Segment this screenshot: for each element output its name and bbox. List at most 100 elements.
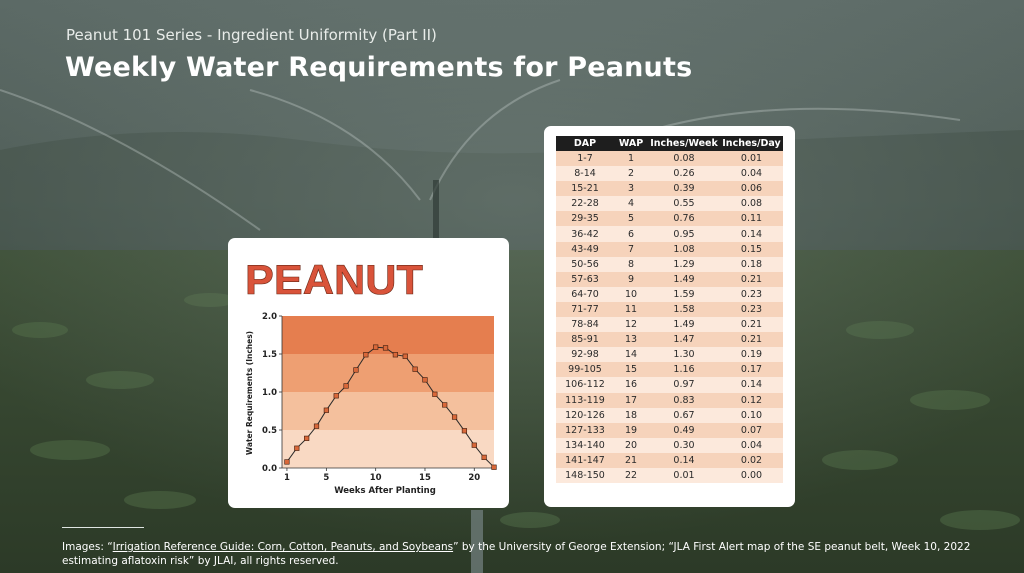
table-cell: 0.19 bbox=[720, 347, 783, 363]
table-cell: 99-105 bbox=[556, 362, 614, 378]
data-point bbox=[323, 407, 329, 413]
table-cell: 0.14 bbox=[720, 226, 783, 242]
data-point bbox=[471, 442, 477, 448]
table-cell: 7 bbox=[614, 241, 648, 257]
table-cell: 8-14 bbox=[556, 166, 614, 182]
table-cell: 0.10 bbox=[720, 407, 783, 423]
table-cell: 0.55 bbox=[648, 196, 720, 212]
table-row: 1-7 1 0.08 0.01 bbox=[556, 151, 783, 167]
chart-band bbox=[282, 392, 494, 430]
table-cell: 0.23 bbox=[720, 301, 783, 318]
y-tick-label: 1.5 bbox=[262, 350, 277, 360]
table-cell: 5 bbox=[614, 211, 648, 227]
table-cell: 3 bbox=[614, 181, 648, 197]
table-row: 141-147 21 0.14 0.02 bbox=[556, 452, 783, 468]
table-cell: 0.23 bbox=[720, 286, 783, 302]
table-cell: 11 bbox=[614, 301, 648, 318]
y-tick-label: 0.5 bbox=[262, 426, 277, 436]
table-cell: 17 bbox=[614, 392, 648, 408]
table-cell: 85-91 bbox=[556, 332, 614, 348]
table-cell: 106-112 bbox=[556, 377, 614, 393]
table-header-row: DAP WAP Inches/Week Inches/Day bbox=[556, 136, 783, 151]
x-axis-label: Weeks After Planting bbox=[334, 486, 436, 496]
data-point bbox=[402, 353, 408, 359]
table-cell: 113-119 bbox=[556, 392, 614, 408]
table-cell: 0.11 bbox=[720, 211, 783, 227]
table-cell: 14 bbox=[614, 347, 648, 363]
table-cell: 0.67 bbox=[648, 407, 720, 423]
table-row: 92-98 14 1.30 0.19 bbox=[556, 347, 783, 363]
table-cell: 1.47 bbox=[648, 332, 720, 348]
table-cell: 0.04 bbox=[720, 166, 783, 182]
data-point bbox=[451, 414, 458, 420]
table-cell: 0.01 bbox=[720, 151, 783, 167]
table-cell: 0.14 bbox=[720, 377, 783, 393]
data-point bbox=[442, 402, 448, 408]
chart-axes: 0.00.51.01.52.01 5 10 15 20 bbox=[262, 312, 494, 483]
table-row: 134-140 20 0.30 0.04 bbox=[556, 437, 783, 453]
x-tick-label: 15 bbox=[419, 473, 431, 483]
page-subtitle: Peanut 101 Series - Ingredient Uniformit… bbox=[66, 26, 437, 44]
table-cell: 64-70 bbox=[556, 286, 614, 302]
data-point bbox=[373, 344, 379, 350]
table-cell: 12 bbox=[614, 317, 648, 333]
table-cell: 18 bbox=[614, 407, 648, 423]
table-cell: 0.01 bbox=[648, 467, 720, 484]
table-cell: 0.21 bbox=[720, 317, 783, 333]
table-cell: 71-77 bbox=[556, 301, 614, 318]
table-cell: 0.17 bbox=[720, 362, 783, 378]
table-cell: 6 bbox=[614, 226, 648, 242]
table-cell: 1-7 bbox=[556, 151, 614, 167]
y-axis-label: Water Requirements (Inches) bbox=[245, 331, 254, 455]
image-credits: Images: “Irrigation Reference Guide: Cor… bbox=[62, 540, 992, 568]
table-cell: 36-42 bbox=[556, 226, 614, 242]
chart-title: PEANUT bbox=[245, 256, 423, 303]
table-cell: 78-84 bbox=[556, 317, 614, 333]
data-point bbox=[294, 445, 300, 451]
data-point bbox=[333, 393, 339, 399]
table-row: 71-77 11 1.58 0.23 bbox=[556, 301, 783, 318]
table-row: 148-150 22 0.01 0.00 bbox=[556, 467, 783, 484]
table-row: 78-84 12 1.49 0.21 bbox=[556, 317, 783, 333]
footer-divider bbox=[62, 527, 144, 528]
table-cell: 10 bbox=[614, 286, 648, 302]
table-row: 15-21 3 0.39 0.06 bbox=[556, 181, 783, 197]
table-cell: 0.26 bbox=[648, 166, 720, 182]
chart-card: PEANUT 0.0 0.5 1.0 1.5 2.0 1 5 10 15 20 Weeks Aft… bbox=[228, 238, 509, 508]
table-cell: 0.83 bbox=[648, 392, 720, 408]
table-cell: 0.49 bbox=[648, 422, 720, 438]
table-cell: 0.02 bbox=[720, 452, 783, 468]
table-cell: 29-35 bbox=[556, 211, 614, 227]
table-cell: 92-98 bbox=[556, 347, 614, 363]
table-row: 36-42 6 0.95 0.14 bbox=[556, 226, 783, 242]
table-cell: 1.08 bbox=[648, 241, 720, 257]
table-cell: 4 bbox=[614, 196, 648, 212]
table-cell: 0.30 bbox=[648, 437, 720, 453]
page-title: Weekly Water Requirements for Peanuts bbox=[65, 52, 693, 83]
credits-suffix: ” by the University of George Extension;… bbox=[62, 541, 971, 567]
table-cell: 0.06 bbox=[720, 181, 783, 197]
table-cell: 148-150 bbox=[556, 467, 614, 484]
table-row: 50-56 8 1.29 0.18 bbox=[556, 256, 783, 272]
table-cell: 0.15 bbox=[720, 241, 783, 257]
header-wap: WAP bbox=[614, 136, 648, 151]
table-cell: 22-28 bbox=[556, 196, 614, 212]
table-row: 22-28 4 0.55 0.08 bbox=[556, 196, 783, 212]
data-point bbox=[412, 366, 418, 372]
data-point bbox=[353, 367, 359, 373]
table-cell: 0.39 bbox=[648, 181, 720, 197]
header-inches-day: Inches/Day bbox=[720, 136, 783, 151]
credits-link[interactable]: Irrigation Reference Guide: Corn, Cotton… bbox=[112, 541, 454, 553]
data-point bbox=[461, 428, 468, 434]
table-cell: 1 bbox=[614, 151, 648, 167]
table-cell: 0.18 bbox=[720, 256, 783, 272]
table-cell: 0.08 bbox=[648, 151, 720, 167]
water-requirement-table: DAP WAP Inches/Week Inches/Day 1-7 1 0.08 0… bbox=[556, 136, 783, 484]
table-cell: 20 bbox=[614, 437, 648, 453]
table-cell: 141-147 bbox=[556, 452, 614, 468]
y-tick-label: 0.0 bbox=[262, 464, 277, 474]
data-point bbox=[392, 352, 398, 358]
table-row: 120-126 18 0.67 0.10 bbox=[556, 407, 783, 423]
table-cell: 0.76 bbox=[648, 211, 720, 227]
